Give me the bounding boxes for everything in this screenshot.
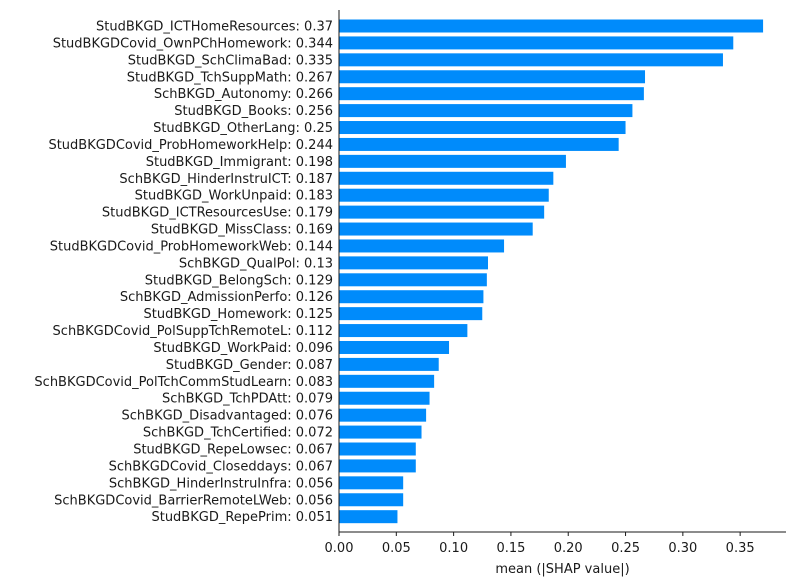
- x-tick-label: 0.05: [382, 541, 411, 556]
- bar: [339, 154, 566, 168]
- bar: [339, 87, 644, 101]
- y-tick-label: StudBKGD_Books: 0.256: [174, 104, 333, 119]
- x-tick-label: 0.25: [611, 541, 640, 556]
- y-tick-label: StudBKGD_ICTHomeResources: 0.37: [96, 20, 333, 35]
- bar: [339, 137, 619, 151]
- x-tick-label: 0.15: [496, 541, 525, 556]
- y-tick-label: SchBKGD_QualPol: 0.13: [179, 256, 333, 271]
- y-tick-label: SchBKGDCovid_PolTchCommStudLearn: 0.083: [34, 375, 333, 390]
- y-labels-group: StudBKGD_ICTHomeResources: 0.37StudBKGDC…: [34, 20, 333, 526]
- bar: [339, 408, 427, 422]
- bars-group: [339, 19, 764, 524]
- x-tick-label: 0.30: [668, 541, 697, 556]
- y-tick-label: SchBKGD_TchPDAtt: 0.079: [162, 392, 333, 407]
- bar: [339, 476, 404, 490]
- bar: [339, 340, 450, 354]
- bar: [339, 239, 505, 253]
- bar: [339, 510, 398, 524]
- y-tick-label: StudBKGD_RepePrim: 0.051: [151, 510, 333, 525]
- y-tick-label: SchBKGD_TchCertified: 0.072: [143, 426, 333, 441]
- bar: [339, 104, 633, 118]
- y-tick-label: StudBKGD_Immigrant: 0.198: [146, 155, 333, 170]
- bar: [339, 222, 533, 236]
- y-tick-label: SchBKGD_HinderInstruICT: 0.187: [119, 172, 333, 187]
- bar: [339, 121, 626, 135]
- y-tick-label: StudBKGD_Homework: 0.125: [144, 307, 333, 322]
- bar: [339, 290, 484, 304]
- x-tick-label: 0.20: [554, 541, 583, 556]
- bar: [339, 307, 483, 321]
- y-tick-label: SchBKGD_AdmissionPerfo: 0.126: [120, 290, 333, 305]
- bar: [339, 53, 723, 67]
- bar: [339, 357, 439, 371]
- y-tick-label: StudBKGDCovid_ProbHomeworkWeb: 0.144: [50, 239, 333, 254]
- bar: [339, 19, 764, 33]
- bar: [339, 391, 430, 405]
- bar: [339, 36, 734, 50]
- y-tick-label: StudBKGDCovid_OwnPChHomework: 0.344: [53, 36, 333, 51]
- bar: [339, 374, 435, 388]
- y-tick-label: StudBKGD_WorkPaid: 0.096: [153, 341, 333, 356]
- y-tick-label: SchBKGDCovid_PolSuppTchRemoteL: 0.112: [53, 324, 333, 339]
- bar: [339, 273, 487, 287]
- bar: [339, 188, 549, 202]
- y-tick-label: StudBKGD_ICTResourcesUse: 0.179: [102, 206, 333, 221]
- y-tick-label: StudBKGD_TchSuppMath: 0.267: [127, 70, 333, 85]
- y-tick-label: StudBKGDCovid_ProbHomeworkHelp: 0.244: [48, 138, 333, 153]
- y-tick-label: StudBKGD_WorkUnpaid: 0.183: [135, 189, 333, 204]
- y-tick-label: StudBKGD_BelongSch: 0.129: [145, 273, 333, 288]
- bar: [339, 205, 545, 219]
- x-tick-label: 0.35: [726, 541, 755, 556]
- y-tick-label: StudBKGD_SchClimaBad: 0.335: [128, 53, 333, 68]
- bar: [339, 324, 468, 338]
- y-tick-label: SchBKGD_HinderInstruInfra: 0.056: [109, 476, 333, 491]
- y-tick-label: StudBKGD_Gender: 0.087: [166, 358, 333, 373]
- bar: [339, 70, 646, 84]
- y-tick-label: SchBKGD_Disadvantaged: 0.076: [122, 409, 333, 424]
- bar: [339, 425, 422, 439]
- bar: [339, 493, 404, 507]
- y-tick-label: SchBKGDCovid_BarrierRemoteLWeb: 0.056: [54, 493, 333, 508]
- y-tick-label: StudBKGD_RepeLowsec: 0.067: [133, 443, 333, 458]
- x-tick-label: 0.10: [439, 541, 468, 556]
- y-tick-label: SchBKGDCovid_Closeddays: 0.067: [109, 459, 333, 474]
- x-tick-label: 0.00: [325, 541, 354, 556]
- y-tick-label: StudBKGD_MissClass: 0.169: [151, 223, 333, 238]
- y-tick-label: StudBKGD_OtherLang: 0.25: [153, 121, 333, 136]
- bar: [339, 256, 488, 270]
- x-ticks-group: 0.00 0.05 0.10 0.15 0.20 0.25 0.30 0.35: [325, 532, 755, 556]
- bar: [339, 171, 554, 185]
- bar: [339, 442, 416, 456]
- y-tick-label: SchBKGD_Autonomy: 0.266: [154, 87, 333, 102]
- bar: [339, 459, 416, 473]
- x-axis-title: mean (|SHAP value|): [495, 562, 629, 577]
